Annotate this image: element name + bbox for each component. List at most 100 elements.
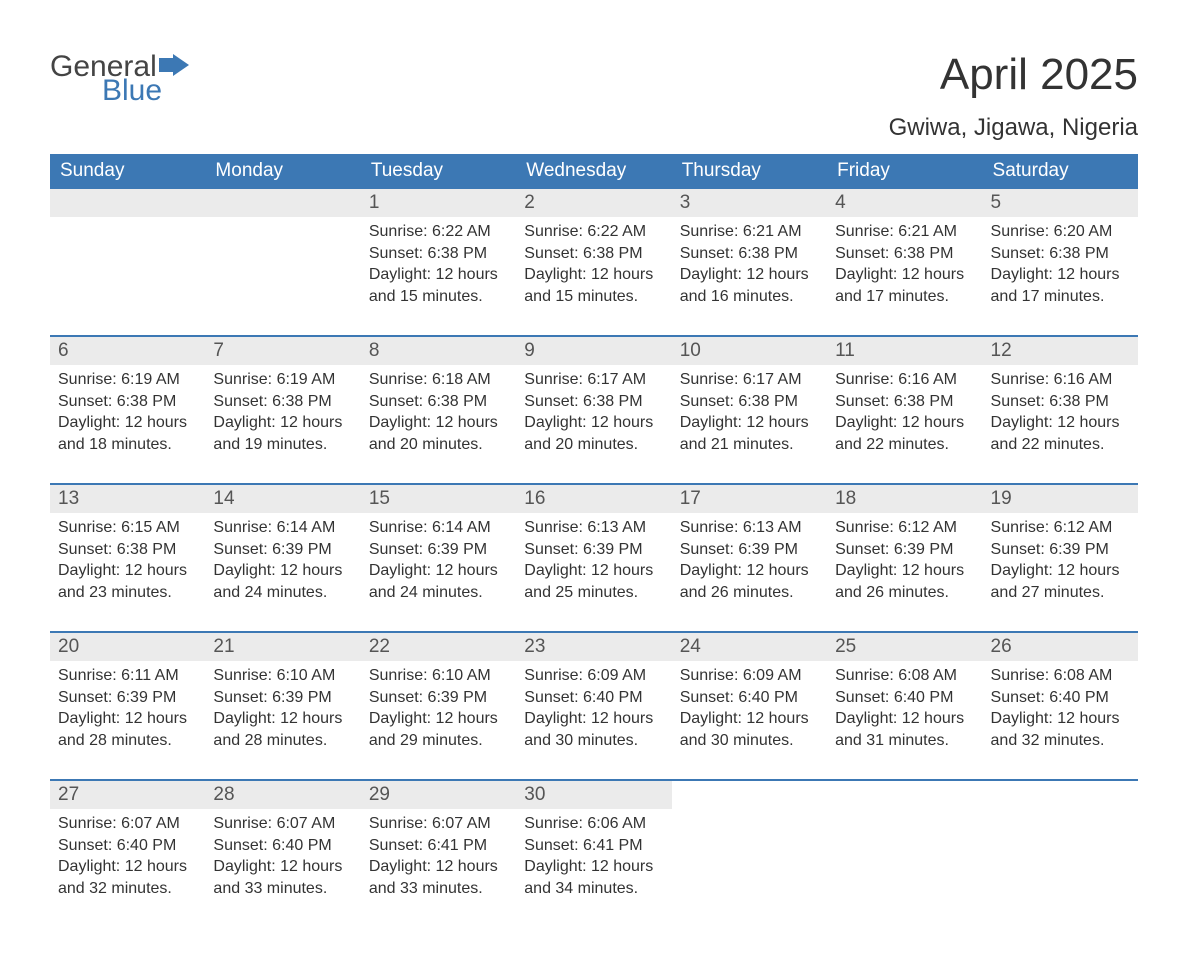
day-number-bar: 28 [205,781,360,809]
day-content: Sunrise: 6:19 AMSunset: 6:38 PMDaylight:… [50,365,205,463]
sunrise-line: Sunrise: 6:08 AM [835,665,974,687]
sunrise-line: Sunrise: 6:07 AM [369,813,508,835]
sunset-line: Sunset: 6:38 PM [369,243,508,265]
day-cell: 29 Sunrise: 6:07 AMSunset: 6:41 PMDayligh… [361,781,516,927]
daylight-line: Daylight: 12 hours and 22 minutes. [991,412,1130,455]
sunrise-line: Sunrise: 6:09 AM [680,665,819,687]
sunrise-line: Sunrise: 6:12 AM [835,517,974,539]
sunset-line: Sunset: 6:40 PM [213,835,352,857]
empty-day-cell [50,189,205,335]
day-number: 16 [524,488,545,509]
daylight-line: Daylight: 12 hours and 28 minutes. [213,708,352,751]
header-row: General Blue April 2025 Gwiwa, Jigawa, N… [50,50,1138,142]
sunset-line: Sunset: 6:38 PM [369,391,508,413]
sunset-line: Sunset: 6:38 PM [58,539,197,561]
empty-day-cell [983,781,1138,927]
day-number: 21 [213,636,234,657]
weekday-header: Thursday [672,154,827,189]
day-cell: 30Sunrise: 6:06 AMSunset: 6:41 PMDayligh… [516,781,671,927]
empty-day-bar [50,189,205,217]
day-cell: 26 Sunrise: 6:08 AMSunset: 6:40 PMDayligh… [983,633,1138,779]
day-number-bar: 23 [516,633,671,661]
sunset-line: Sunset: 6:39 PM [369,687,508,709]
sunrise-line: Sunrise: 6:10 AM [213,665,352,687]
empty-day-bar [205,189,360,217]
day-content: Sunrise: 6:21 AMSunset: 6:38 PMDaylight:… [672,217,827,315]
empty-day-cell [205,189,360,335]
sunrise-line: Sunrise: 6:15 AM [58,517,197,539]
weekday-header: Friday [827,154,982,189]
weekday-header-row: SundayMondayTuesdayWednesdayThursdayFrid… [50,154,1138,189]
sunrise-line: Sunrise: 6:20 AM [991,221,1130,243]
day-cell: 16Sunrise: 6:13 AMSunset: 6:39 PMDayligh… [516,485,671,631]
calendar-grid: SundayMondayTuesdayWednesdayThursdayFrid… [50,154,1138,927]
day-content: Sunrise: 6:07 AMSunset: 6:41 PMDaylight:… [361,809,516,907]
day-cell: 17Sunrise: 6:13 AMSunset: 6:39 PMDayligh… [672,485,827,631]
day-cell: 23Sunrise: 6:09 AMSunset: 6:40 PMDayligh… [516,633,671,779]
day-number-bar: 10 [672,337,827,365]
calendar-page: General Blue April 2025 Gwiwa, Jigawa, N… [0,0,1188,967]
daylight-line: Daylight: 12 hours and 17 minutes. [991,264,1130,307]
day-cell: 1Sunrise: 6:22 AMSunset: 6:38 PMDaylight… [361,189,516,335]
daylight-line: Daylight: 12 hours and 25 minutes. [524,560,663,603]
day-number: 29 [369,784,390,805]
day-content: Sunrise: 6:16 AMSunset: 6:38 PMDaylight:… [827,365,982,463]
daylight-line: Daylight: 12 hours and 20 minutes. [369,412,508,455]
day-number-bar: 27 [50,781,205,809]
sunrise-line: Sunrise: 6:18 AM [369,369,508,391]
day-number-bar: 14 [205,485,360,513]
day-content: Sunrise: 6:16 AMSunset: 6:38 PMDaylight:… [983,365,1138,463]
day-number: 25 [835,636,856,657]
day-number-bar: 30 [516,781,671,809]
daylight-line: Daylight: 12 hours and 18 minutes. [58,412,197,455]
day-number-bar: 22 [361,633,516,661]
daylight-line: Daylight: 12 hours and 19 minutes. [213,412,352,455]
day-number: 4 [835,192,846,213]
sunrise-line: Sunrise: 6:16 AM [991,369,1130,391]
sunrise-line: Sunrise: 6:12 AM [991,517,1130,539]
day-number: 8 [369,340,380,361]
daylight-line: Daylight: 12 hours and 22 minutes. [835,412,974,455]
day-number: 2 [524,192,535,213]
logo-flag-icon [159,54,189,81]
day-number-bar: 11 [827,337,982,365]
sunrise-line: Sunrise: 6:19 AM [213,369,352,391]
day-number: 22 [369,636,390,657]
day-content: Sunrise: 6:10 AMSunset: 6:39 PMDaylight:… [205,661,360,759]
day-number: 10 [680,340,701,361]
sunset-line: Sunset: 6:38 PM [835,243,974,265]
daylight-line: Daylight: 12 hours and 28 minutes. [58,708,197,751]
day-content: Sunrise: 6:17 AMSunset: 6:38 PMDaylight:… [672,365,827,463]
day-number-bar: 15 [361,485,516,513]
day-number: 3 [680,192,691,213]
day-content: Sunrise: 6:14 AMSunset: 6:39 PMDaylight:… [205,513,360,611]
day-number: 20 [58,636,79,657]
day-number: 7 [213,340,224,361]
daylight-line: Daylight: 12 hours and 29 minutes. [369,708,508,751]
sunrise-line: Sunrise: 6:17 AM [524,369,663,391]
sunset-line: Sunset: 6:38 PM [991,391,1130,413]
day-number: 30 [524,784,545,805]
day-cell: 21 Sunrise: 6:10 AMSunset: 6:39 PMDayligh… [205,633,360,779]
day-cell: 18Sunrise: 6:12 AMSunset: 6:39 PMDayligh… [827,485,982,631]
day-number-bar: 7 [205,337,360,365]
daylight-line: Daylight: 12 hours and 24 minutes. [369,560,508,603]
weekday-header: Monday [205,154,360,189]
daylight-line: Daylight: 12 hours and 31 minutes. [835,708,974,751]
weekday-header: Saturday [983,154,1138,189]
day-number: 17 [680,488,701,509]
day-cell: 3 Sunrise: 6:21 AMSunset: 6:38 PMDaylight… [672,189,827,335]
daylight-line: Daylight: 12 hours and 16 minutes. [680,264,819,307]
daylight-line: Daylight: 12 hours and 21 minutes. [680,412,819,455]
day-content: Sunrise: 6:11 AMSunset: 6:39 PMDaylight:… [50,661,205,759]
sunset-line: Sunset: 6:38 PM [680,243,819,265]
week-row: 27Sunrise: 6:07 AMSunset: 6:40 PMDayligh… [50,779,1138,927]
sunrise-line: Sunrise: 6:11 AM [58,665,197,687]
sunset-line: Sunset: 6:38 PM [835,391,974,413]
empty-day-cell [827,781,982,927]
location-text: Gwiwa, Jigawa, Nigeria [889,114,1138,142]
day-number: 26 [991,636,1012,657]
weekday-header: Tuesday [361,154,516,189]
day-content: Sunrise: 6:08 AMSunset: 6:40 PMDaylight:… [983,661,1138,759]
day-cell: 7Sunrise: 6:19 AMSunset: 6:38 PMDaylight… [205,337,360,483]
